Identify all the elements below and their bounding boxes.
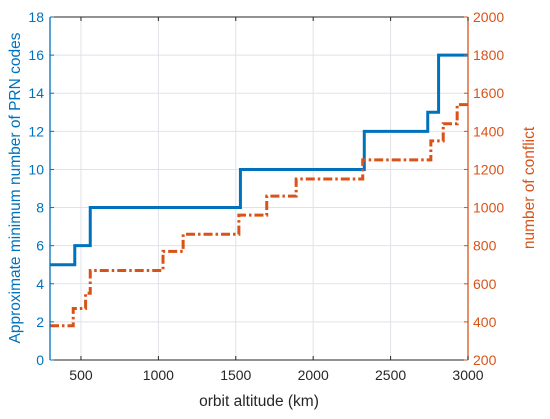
x-tick-label: 1500 — [220, 367, 251, 383]
right-y-tick-label: 1200 — [473, 161, 504, 177]
left-y-tick-label: 14 — [28, 85, 44, 101]
right-y-tick-label: 1400 — [473, 123, 504, 139]
left-y-tick-label: 8 — [36, 200, 44, 216]
right-y-tick-label: 1800 — [473, 47, 504, 63]
left-y-tick-label: 10 — [28, 161, 44, 177]
conflict-series-line — [50, 103, 468, 328]
left-y-tick-label: 16 — [28, 47, 44, 63]
left-y-tick-label: 2 — [36, 314, 44, 330]
right-y-axis-label: number of conflict — [521, 126, 538, 249]
left-y-tick-label: 0 — [36, 352, 44, 368]
x-tick-label: 1000 — [143, 367, 174, 383]
right-y-tick-label: 200 — [473, 352, 497, 368]
left-y-axis-label: Approximate minimum number of PRN codes — [7, 32, 24, 343]
x-axis-label: orbit altitude (km) — [199, 393, 319, 410]
series-layer — [50, 53, 468, 328]
left-y-tick-label: 4 — [36, 276, 44, 292]
axes-frame — [49, 16, 469, 361]
tick-labels: 500 1000 1500 2000 2500 3000 0 2 4 6 8 10 12 14 16 18 20… — [28, 9, 504, 383]
right-y-tick-label: 600 — [473, 276, 497, 292]
x-tick-label: 500 — [69, 367, 93, 383]
right-y-tick-label: 2000 — [473, 9, 504, 25]
left-y-tick-label: 6 — [36, 238, 44, 254]
right-y-tick-label: 800 — [473, 238, 497, 254]
left-y-tick-label: 12 — [28, 123, 44, 139]
x-tick-label: 2500 — [375, 367, 406, 383]
left-y-tick-label: 18 — [28, 9, 44, 25]
prn-codes-series-line — [50, 53, 468, 267]
grid-lines — [50, 17, 468, 360]
right-y-tick-label: 1600 — [473, 85, 504, 101]
x-tick-label: 3000 — [452, 367, 483, 383]
right-y-tick-label: 400 — [473, 314, 497, 330]
right-y-tick-label: 1000 — [473, 200, 504, 216]
x-tick-label: 2000 — [298, 367, 329, 383]
